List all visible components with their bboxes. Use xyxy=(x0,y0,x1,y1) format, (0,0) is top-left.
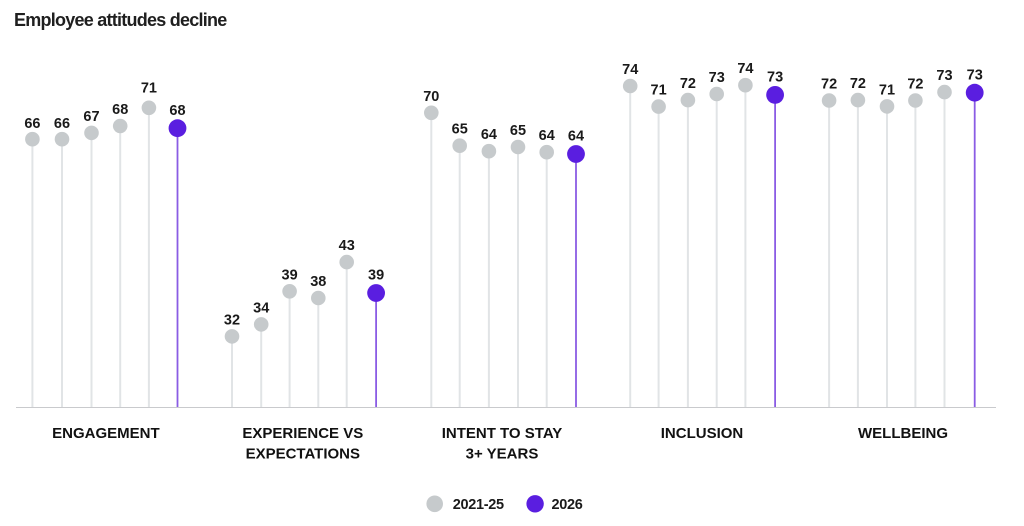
svg-text:72: 72 xyxy=(680,76,696,92)
svg-text:32: 32 xyxy=(224,312,240,328)
svg-text:72: 72 xyxy=(850,76,866,92)
svg-text:66: 66 xyxy=(24,116,40,132)
svg-text:EXPERIENCE VS: EXPERIENCE VS xyxy=(242,425,363,442)
svg-text:39: 39 xyxy=(368,268,384,284)
svg-text:71: 71 xyxy=(651,83,667,99)
svg-text:67: 67 xyxy=(83,109,99,125)
svg-text:64: 64 xyxy=(568,129,584,145)
svg-text:64: 64 xyxy=(481,127,497,143)
svg-text:70: 70 xyxy=(423,89,439,105)
svg-text:INCLUSION: INCLUSION xyxy=(661,425,744,442)
svg-text:68: 68 xyxy=(112,102,128,118)
svg-text:73: 73 xyxy=(709,70,725,86)
svg-text:ENGAGEMENT: ENGAGEMENT xyxy=(52,425,160,442)
svg-text:38: 38 xyxy=(310,274,326,290)
svg-text:71: 71 xyxy=(879,82,895,98)
svg-text:34: 34 xyxy=(253,300,269,316)
svg-text:Employee attitudes decline: Employee attitudes decline xyxy=(14,10,227,30)
svg-text:71: 71 xyxy=(141,80,157,96)
svg-text:74: 74 xyxy=(737,61,753,77)
svg-text:WELLBEING: WELLBEING xyxy=(858,425,948,442)
svg-text:39: 39 xyxy=(282,267,298,283)
svg-text:3+ YEARS: 3+ YEARS xyxy=(466,445,539,462)
svg-text:2021-25: 2021-25 xyxy=(453,497,504,513)
svg-text:72: 72 xyxy=(907,77,923,93)
svg-text:73: 73 xyxy=(936,68,952,84)
svg-text:65: 65 xyxy=(452,122,468,138)
svg-text:73: 73 xyxy=(767,70,783,86)
svg-text:EXPECTATIONS: EXPECTATIONS xyxy=(246,445,360,462)
svg-text:64: 64 xyxy=(539,128,555,144)
svg-text:66: 66 xyxy=(54,116,70,132)
svg-text:68: 68 xyxy=(169,103,185,119)
svg-text:43: 43 xyxy=(339,238,355,254)
svg-text:65: 65 xyxy=(510,123,526,139)
svg-text:74: 74 xyxy=(622,62,638,78)
svg-text:INTENT TO STAY: INTENT TO STAY xyxy=(442,425,563,442)
svg-text:2026: 2026 xyxy=(552,497,583,513)
svg-text:72: 72 xyxy=(821,77,837,93)
svg-text:73: 73 xyxy=(967,67,983,83)
